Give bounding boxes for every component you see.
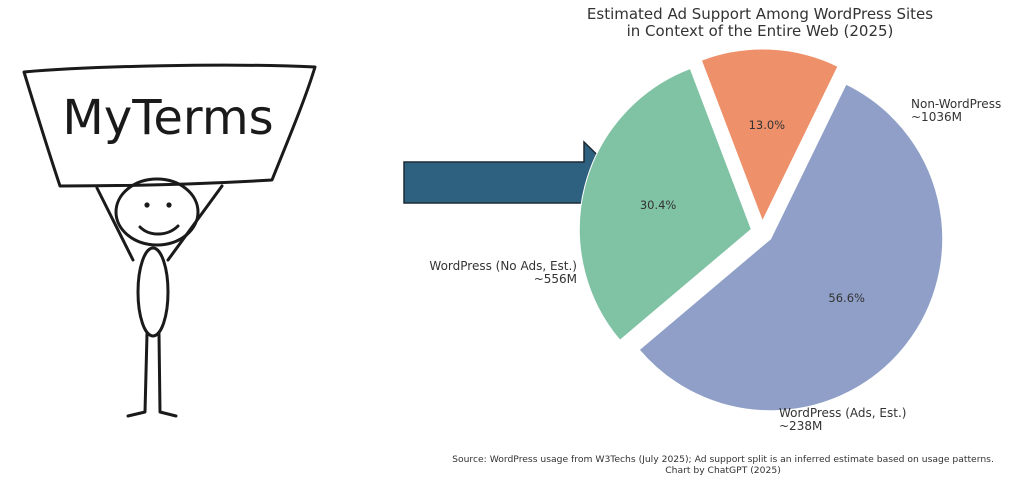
pie-percent-label: 30.4%: [640, 198, 677, 212]
pie-slices: [578, 48, 944, 412]
left-leg: [126, 332, 149, 418]
pie-category-label: Non-WordPress: [911, 97, 1001, 111]
chart-title-line-2: in Context of the Entire Web (2025): [627, 22, 894, 40]
pie-slice-non-wordpress: [638, 83, 944, 412]
pie-percent-label: 13.0%: [749, 118, 786, 132]
chart-title-line-1: Estimated Ad Support Among WordPress Sit…: [587, 5, 933, 23]
pie-value-label: ~1036M: [911, 110, 962, 124]
stick-figure-icon: [22, 63, 317, 418]
pie-category-label: WordPress (No Ads, Est.): [429, 259, 577, 273]
torso: [136, 246, 170, 338]
source-line-2: Chart by ChatGPT (2025): [665, 465, 781, 476]
pie-labels: 56.6% Non-WordPress~1036M 30.4% WordPress (…: [429, 97, 1001, 433]
pie-value-label: ~238M: [779, 419, 822, 433]
source-line-1: Source: WordPress usage from W3Techs (Ju…: [452, 454, 994, 465]
head: [114, 177, 200, 247]
pie-value-label: ~556M: [534, 272, 577, 286]
pie-percent-label: 56.6%: [828, 291, 865, 305]
source-note: Source: WordPress usage from W3Techs (Ju…: [452, 454, 994, 476]
sign-board: [22, 63, 317, 188]
left-eye: [144, 202, 150, 208]
pie-slice-wp-ads: [700, 48, 839, 223]
pie-category-label: WordPress (Ads, Est.): [779, 406, 906, 420]
right-eye: [166, 202, 172, 208]
right-leg: [157, 332, 178, 418]
left-arm: [95, 186, 135, 262]
smile: [138, 224, 180, 236]
logo-text: MyTerms: [62, 90, 273, 146]
pie-slice-wp-no-ads: [578, 67, 752, 341]
chart-title: Estimated Ad Support Among WordPress Sit…: [587, 5, 933, 40]
